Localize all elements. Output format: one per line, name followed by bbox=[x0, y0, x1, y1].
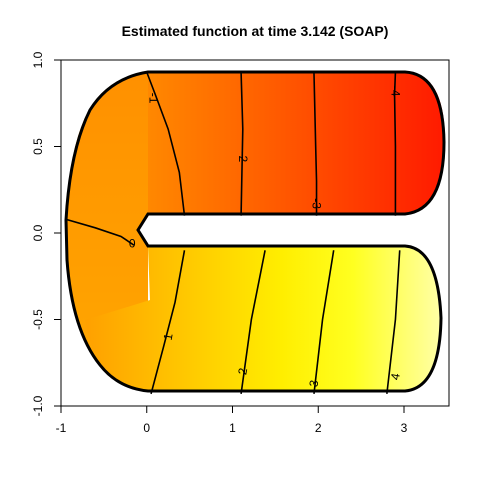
y-tick-label: 0.0 bbox=[31, 224, 45, 241]
x-tick-label: 1 bbox=[229, 421, 236, 435]
contour-line bbox=[150, 250, 186, 395]
contour-line bbox=[240, 72, 244, 216]
contour-line bbox=[313, 250, 335, 394]
contour-label: -3 bbox=[310, 198, 324, 209]
y-tick-label: -1.0 bbox=[31, 395, 45, 416]
contour-label: -1 bbox=[147, 93, 161, 104]
y-tick-label: 1.0 bbox=[31, 51, 45, 68]
x-tick-label: 0 bbox=[143, 421, 150, 435]
contour-line bbox=[65, 218, 135, 246]
contour-line bbox=[393, 72, 397, 216]
x-axis: -1 0 1 2 3 bbox=[56, 405, 408, 435]
contour-label: -4 bbox=[388, 86, 402, 97]
contour-lines: -4 -3 -2 -1 0 1 2 3 4 bbox=[65, 71, 403, 395]
contour-label: -2 bbox=[236, 152, 250, 163]
contour-line bbox=[240, 250, 266, 394]
top-arm-fill bbox=[79, 72, 446, 232]
x-tick-label: 2 bbox=[315, 421, 322, 435]
y-axis: -1.0 -0.5 0.0 0.5 1.0 bbox=[31, 51, 62, 416]
y-tick-label: -0.5 bbox=[31, 309, 45, 330]
x-tick-label: 3 bbox=[401, 421, 408, 435]
contour-label: 4 bbox=[388, 372, 403, 381]
chart-title: Estimated function at time 3.142 (SOAP) bbox=[122, 23, 389, 39]
contour-label: 2 bbox=[235, 367, 250, 376]
y-tick-label: 0.5 bbox=[31, 138, 45, 155]
contour-line bbox=[386, 250, 401, 394]
contour-line bbox=[313, 72, 318, 216]
x-tick-label: -1 bbox=[56, 421, 67, 435]
contour-line bbox=[146, 71, 186, 216]
contour-label: 0 bbox=[129, 236, 136, 250]
bottom-arm-fill bbox=[85, 246, 442, 391]
domain-fill bbox=[66, 72, 446, 391]
domain-boundary bbox=[64, 70, 446, 393]
contour-label: 3 bbox=[306, 379, 321, 388]
contour-label: 1 bbox=[161, 332, 176, 341]
